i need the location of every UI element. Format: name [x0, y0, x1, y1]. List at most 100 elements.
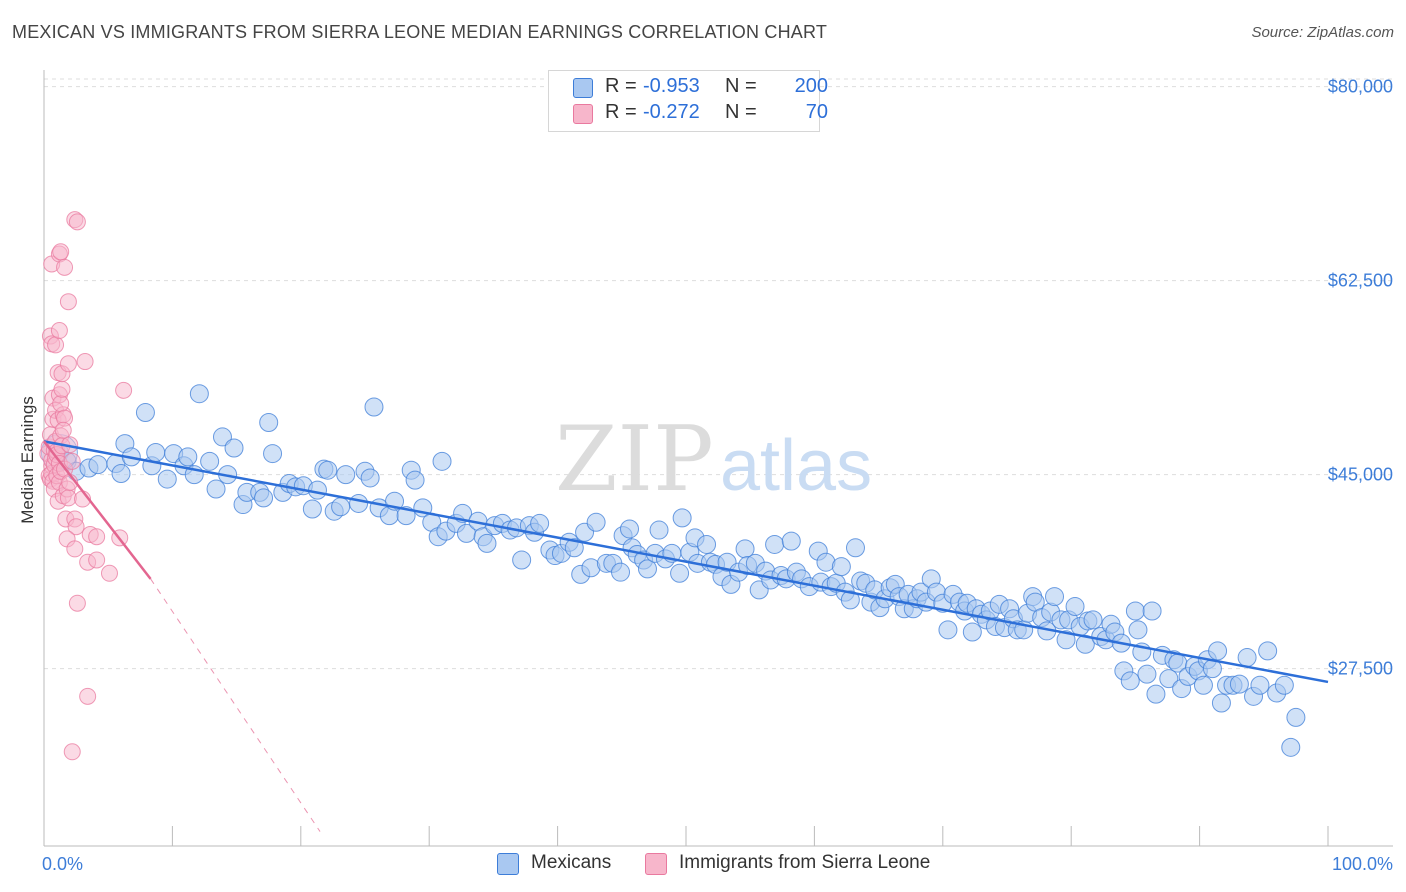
mexicans-point [360, 468, 380, 488]
mexicans-point [1281, 737, 1301, 757]
mexicans-point [672, 508, 692, 528]
sierra-leone-point [59, 293, 77, 311]
mexicans-point [254, 488, 274, 508]
sierra-leone-point [88, 528, 106, 546]
legend-swatch-pink [573, 104, 593, 124]
mexicans-point [670, 563, 690, 583]
y-tick-label: $45,000 [1328, 465, 1393, 485]
mexicans-point [1065, 597, 1085, 617]
mexicans-point [336, 465, 356, 485]
mexicans-point [1146, 684, 1166, 704]
sierra-leone-point [63, 743, 81, 761]
mexicans-point [781, 531, 801, 551]
sierra-leone-point [52, 395, 70, 413]
sierra-leone-point [115, 381, 133, 399]
watermark-zip: ZIP [555, 407, 714, 512]
mexicans-point [331, 497, 351, 517]
mexicans-point [1045, 587, 1065, 607]
mexicans-point [611, 562, 631, 582]
sierra-leone-point [67, 518, 85, 536]
sierra-leone-trend-line [43, 440, 152, 580]
sierra-leone-point [100, 564, 118, 582]
sierra-leone-point [68, 213, 86, 231]
mexicans-point [1083, 610, 1103, 630]
mexicans-point [111, 464, 131, 484]
legend-label: Immigrants from Sierra Leone [679, 852, 931, 873]
mexicans-point [477, 533, 497, 553]
mexicans-point [530, 513, 550, 533]
legend-n-value: 70 [805, 101, 828, 123]
legend-swatch-pink [645, 853, 667, 875]
source-credit: Source: ZipAtlas.com [1251, 24, 1394, 41]
y-tick-label: $27,500 [1328, 659, 1393, 679]
mexicans-point [318, 460, 338, 480]
mexicans-point [1128, 620, 1148, 640]
mexicans-point [178, 447, 198, 467]
legend-n-label: N = [725, 101, 757, 123]
mexicans-point [1125, 601, 1145, 621]
mexicans-point [212, 427, 232, 447]
x-tick-label-max: 100.0% [1332, 854, 1393, 874]
mexicans-point [259, 413, 279, 433]
y-tick-label: $62,500 [1328, 271, 1393, 291]
legend-n-label: N = [725, 75, 757, 97]
mexicans-point [135, 403, 155, 423]
trend-lines [43, 440, 1329, 832]
legend-swatch-blue [573, 78, 593, 98]
sierra-leone-point [50, 322, 68, 340]
mexicans-point [405, 470, 425, 490]
legend-r-value: -0.272 [643, 101, 700, 123]
watermark: ZIP atlas [555, 407, 872, 512]
y-axis-tick-labels: $27,500 $45,000 $62,500 $80,000 [1328, 77, 1393, 679]
sierra-leone-point [79, 687, 97, 705]
mexicans-point [1208, 641, 1228, 661]
mexicans-point [1237, 648, 1257, 668]
correlation-legend: R = -0.953 N = 200 R = -0.272 N = 70 [548, 70, 828, 132]
mexicans-point [1250, 675, 1270, 695]
sierra-leone-point [47, 336, 65, 354]
mexicans-point [263, 444, 283, 464]
series-legend: Mexicans Immigrants from Sierra Leone [0, 852, 1406, 876]
mexicans-point [1258, 641, 1278, 661]
mexicans-point [637, 559, 657, 579]
mexicans-point [307, 480, 327, 500]
sierra-leone-point [63, 452, 81, 470]
mexicans-point [88, 455, 108, 475]
legend-swatch-blue [497, 853, 519, 875]
mexicans-point [1056, 630, 1076, 650]
mexicans-trend-line [43, 440, 1329, 684]
mexicans-point [1286, 707, 1306, 727]
mexicans-point [157, 469, 177, 489]
mexicans-point [302, 499, 322, 519]
mexicans-point [1229, 674, 1249, 694]
watermark-atlas: atlas [720, 426, 872, 506]
legend-row-sierra-leone: R = -0.272 N = 70 [573, 101, 828, 125]
mexicans-point [938, 620, 958, 640]
sierra-leone-point [68, 594, 86, 612]
x-axis-ticks [43, 826, 1329, 846]
mexicans-point [697, 534, 717, 554]
legend-row-mexicans: R = -0.953 N = 200 [573, 75, 828, 99]
legend-r-label: R = [605, 101, 637, 123]
legend-r-value: -0.953 [643, 75, 700, 97]
mexicans-point [512, 550, 532, 570]
mexicans-point [831, 557, 851, 577]
mexicans-point [620, 519, 640, 539]
mexicans-point [1142, 601, 1162, 621]
sierra-leone-trend-extension [150, 578, 321, 832]
mexicans-point [840, 590, 860, 610]
series-sierra-leone-points [39, 211, 133, 761]
mexicans-point [349, 493, 369, 513]
mexicans-point [432, 451, 452, 471]
sierra-leone-point [56, 258, 74, 276]
mexicans-point [1274, 675, 1294, 695]
mexicans-point [765, 534, 785, 554]
chart-title: MEXICAN VS IMMIGRANTS FROM SIERRA LEONE … [12, 22, 828, 42]
sierra-leone-point [52, 243, 70, 261]
mexicans-point [200, 451, 220, 471]
mexicans-point [1193, 675, 1213, 695]
axes [43, 70, 1393, 847]
sierra-leone-point [59, 489, 77, 507]
sierra-leone-point [53, 380, 71, 398]
